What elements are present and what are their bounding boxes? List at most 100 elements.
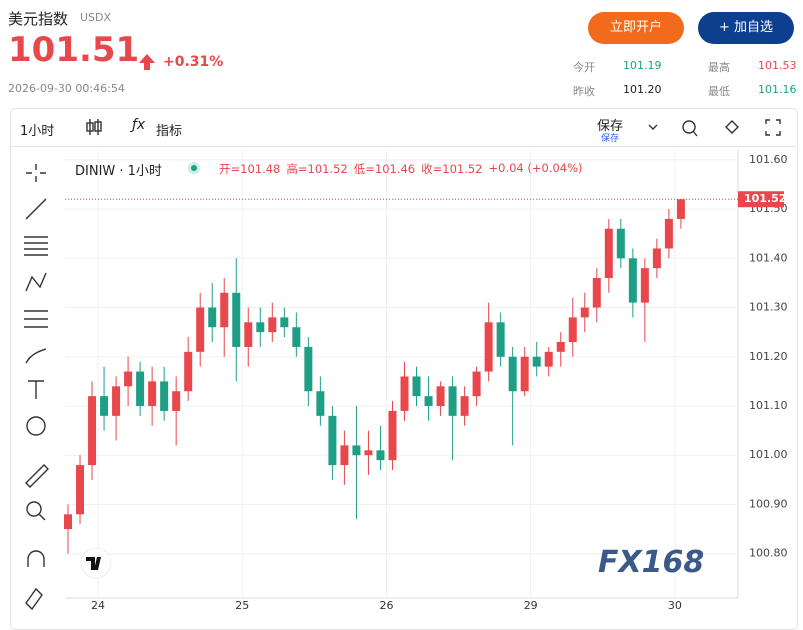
candle-body — [436, 386, 445, 406]
candle-body — [112, 386, 121, 416]
legend-item: 收=101.52 — [421, 162, 483, 176]
candle-body — [220, 292, 229, 328]
candle — [160, 366, 169, 421]
add-watchlist-button[interactable]: + 加自选 — [698, 12, 794, 44]
candle-body — [352, 445, 361, 456]
candle-body — [292, 327, 301, 347]
open-account-button[interactable]: 立即开户 — [588, 12, 684, 44]
candle — [460, 386, 469, 426]
candle-body — [100, 396, 109, 416]
candle — [400, 361, 409, 421]
candle-body — [652, 248, 661, 269]
stat-value: 101.16 — [758, 83, 797, 96]
stat-label: 昨收 — [573, 85, 595, 98]
fx-icon: ƒx — [132, 117, 146, 133]
candle-body — [592, 278, 601, 308]
candle-body — [76, 465, 85, 515]
candle-body — [568, 317, 577, 342]
candle-body — [196, 307, 205, 352]
candle — [376, 425, 385, 470]
candle-body — [148, 381, 157, 406]
candle — [304, 337, 313, 406]
candle — [412, 366, 421, 406]
candle-body — [64, 514, 73, 530]
candle-body — [664, 218, 673, 249]
candle — [220, 278, 229, 357]
legend-item: 低=101.46 — [353, 162, 416, 176]
candle-body — [328, 415, 337, 466]
ohlc-legend: 开=101.48 高=101.52 低=101.46 收=101.52 +0.04 (+… — [219, 161, 583, 177]
candle-body — [124, 371, 133, 387]
candle — [112, 376, 121, 441]
candle — [100, 366, 109, 431]
candle-body — [484, 322, 493, 372]
candle-body — [556, 342, 565, 352]
x-tick-label: 30 — [668, 599, 682, 612]
candle — [520, 346, 529, 397]
candle-body — [364, 450, 373, 456]
interval-button[interactable]: 1小时 — [20, 124, 55, 139]
x-tick-label: 25 — [235, 599, 249, 612]
y-tick-label: 101.20 — [749, 350, 788, 363]
candle — [496, 312, 505, 367]
candle-body — [580, 307, 589, 318]
candle — [184, 337, 193, 402]
candle-body — [448, 386, 457, 416]
candle-body — [520, 356, 529, 392]
candle — [604, 218, 613, 293]
candle — [124, 356, 133, 406]
candle — [616, 218, 625, 269]
candle — [664, 209, 673, 259]
y-tick-label: 100.80 — [749, 547, 788, 560]
candle-body — [136, 371, 145, 406]
candle — [292, 312, 301, 357]
title: 美元指数 — [8, 10, 69, 28]
stat-value: 101.19 — [623, 59, 662, 72]
candle-body — [340, 445, 349, 466]
up-arrow — [139, 54, 155, 70]
drawing-tools[interactable] — [14, 155, 58, 615]
candle-body — [316, 391, 325, 416]
candle — [364, 430, 373, 475]
stat-label: 最低 — [708, 85, 730, 98]
candle — [472, 366, 481, 406]
candle-body — [508, 356, 517, 392]
candle — [424, 376, 433, 421]
candle — [316, 376, 325, 426]
candle-body — [460, 396, 469, 416]
x-tick-label: 26 — [379, 599, 393, 612]
candle — [232, 258, 241, 382]
y-tick-label: 101.30 — [749, 301, 788, 314]
legend-item: +0.04 (+0.04%) — [488, 161, 583, 175]
candle-body — [532, 356, 541, 367]
candle-body — [268, 317, 277, 333]
stat-label: 最高 — [708, 61, 730, 74]
save-button[interactable]: 保存 — [597, 119, 624, 134]
x-tick-label: 29 — [524, 599, 538, 612]
indicators-button[interactable]: 指标 — [156, 124, 183, 139]
y-tick-label: 101.10 — [749, 399, 788, 412]
candle-body — [232, 292, 241, 347]
candle — [652, 238, 661, 278]
chart-type-button[interactable] — [84, 116, 104, 138]
candle — [388, 401, 397, 470]
candle — [244, 307, 253, 367]
candle — [556, 332, 565, 367]
candle-body — [388, 410, 397, 461]
candle-body — [496, 322, 505, 357]
candle — [580, 292, 589, 333]
candle-body — [472, 371, 481, 397]
toolbar-icons[interactable] — [646, 118, 796, 138]
candle-body — [256, 322, 265, 333]
candle — [352, 406, 361, 520]
candle — [328, 406, 337, 480]
change: +0.31% — [163, 54, 224, 70]
candle — [544, 346, 553, 377]
candle — [172, 376, 181, 446]
candle — [340, 430, 349, 485]
tv-logo-mark — [86, 557, 101, 570]
candle-body — [244, 322, 253, 347]
candle-body — [640, 268, 649, 303]
